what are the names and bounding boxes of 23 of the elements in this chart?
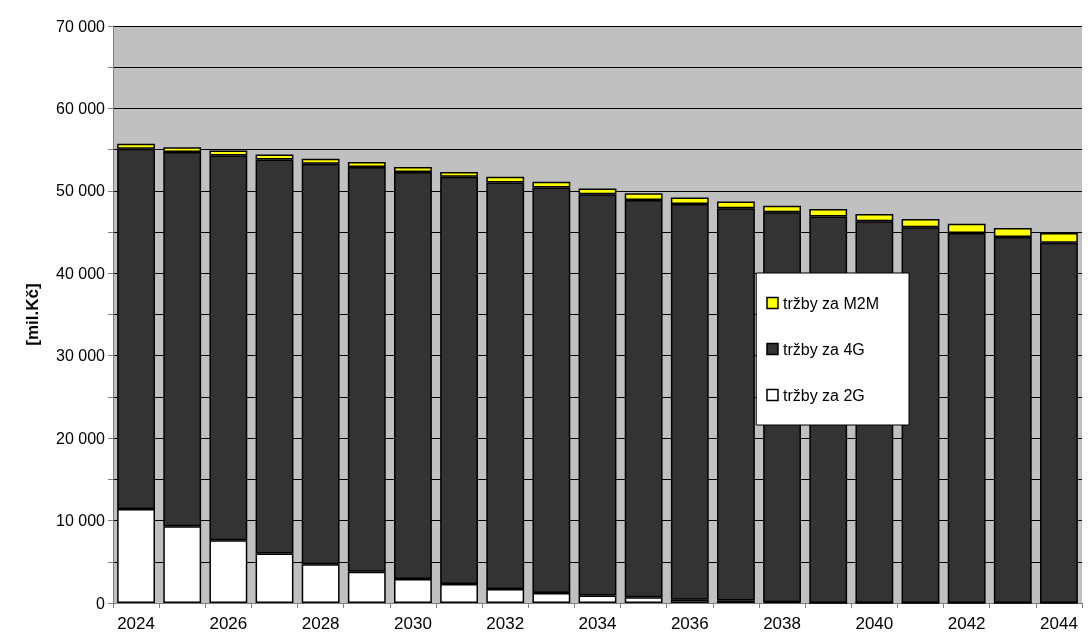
legend-label: tržby za 2G: [782, 386, 865, 404]
x-tick-label: 2034: [578, 614, 617, 633]
y-tick-label: 0: [96, 594, 106, 612]
y-tick-label: 60 000: [56, 99, 106, 117]
y-axis-title: [mil.Kč]: [23, 283, 42, 346]
x-tick-label: 2044: [1040, 614, 1078, 633]
x-tick-label: 2026: [209, 614, 248, 633]
x-tick-label: 2028: [301, 614, 340, 633]
x-tick-label: 2032: [486, 614, 525, 633]
y-tick-label: 70 000: [56, 17, 106, 35]
x-tick-label: 2038: [763, 614, 801, 633]
x-tick-label: 2042: [947, 614, 986, 633]
legend-label: tržby za M2M: [782, 294, 879, 312]
x-tick-label: 2024: [117, 614, 155, 633]
x-tick-label: 2040: [855, 614, 894, 633]
x-tick-label: 2036: [670, 614, 709, 633]
legend-label: tržby za 4G: [782, 340, 865, 358]
y-tick-label: 50 000: [56, 182, 106, 200]
y-tick-label: 20 000: [56, 429, 106, 447]
y-tick-label: 10 000: [56, 512, 106, 530]
y-tick-label: 40 000: [56, 264, 106, 282]
y-tick-label: 30 000: [56, 347, 106, 365]
x-tick-label: 2030: [394, 614, 432, 633]
